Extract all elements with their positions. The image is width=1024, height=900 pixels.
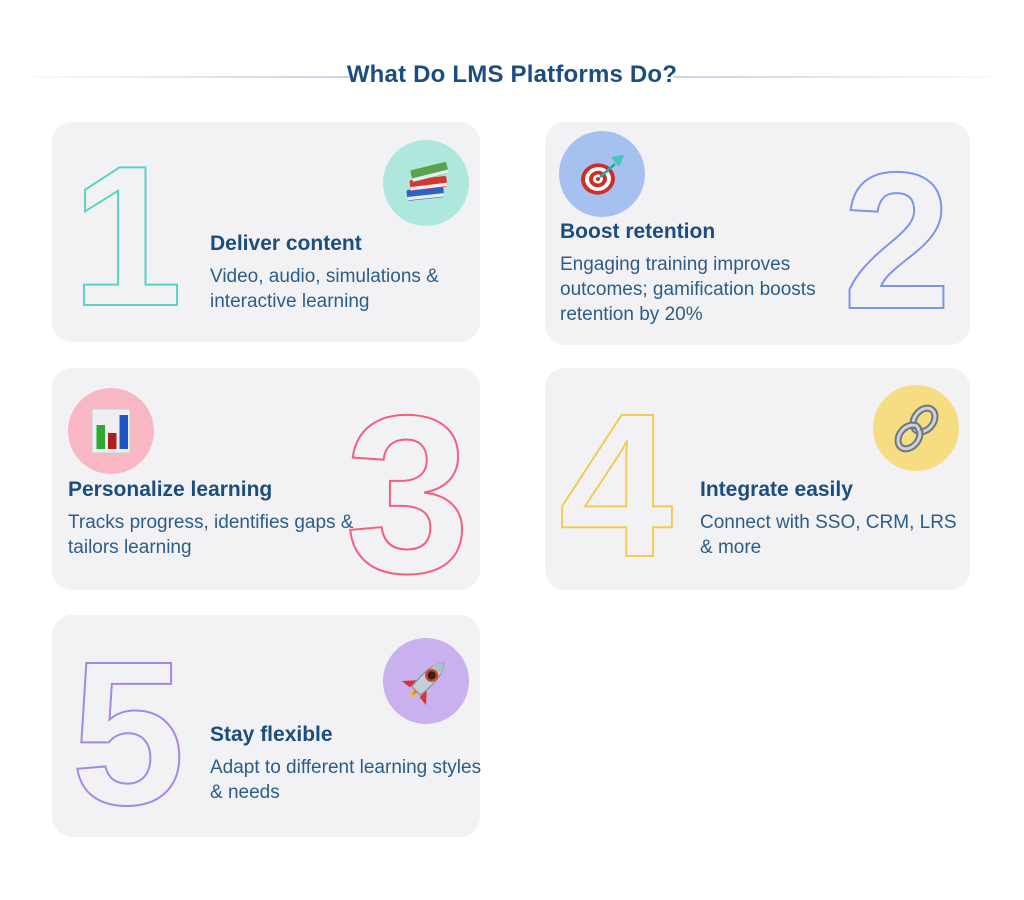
chain-link-icon	[873, 385, 959, 471]
rocket-icon	[383, 638, 469, 724]
card-description: Video, audio, simulations & interactive …	[210, 266, 439, 313]
card-number: 2	[842, 132, 952, 350]
page-title: What Do LMS Platforms Do?	[346, 61, 678, 88]
card-number: 1	[70, 125, 183, 348]
card-text-block: Deliver content Video, audio, simulation…	[210, 232, 480, 314]
target-icon	[559, 131, 645, 217]
card-title: Integrate easily	[700, 478, 853, 501]
bar-chart-icon	[68, 388, 154, 474]
card-deliver-content: 1 Deliver content Video, audio, simulati…	[52, 122, 480, 342]
card-personalize-learning: Personalize learning Tracks progress, id…	[52, 368, 480, 608]
title-rule-right	[674, 76, 994, 78]
card-description: Connect with SSO, CRM, LRS & more	[700, 512, 957, 559]
card-text-block: Stay flexible Adapt to different learnin…	[210, 723, 492, 805]
books-icon	[383, 140, 469, 226]
card-number: 5	[70, 619, 186, 848]
card-title: Boost retention	[560, 220, 716, 243]
card-description: Engaging training improves outcomes; gam…	[560, 254, 816, 326]
card-title: Deliver content	[210, 232, 362, 255]
title-rule-left	[30, 76, 350, 78]
card-description: Tracks progress, identifies gaps & tailo…	[68, 512, 354, 559]
card-number: 3	[344, 368, 471, 620]
card-text-block: Personalize learning Tracks progress, id…	[68, 478, 368, 560]
card-title: Personalize learning	[68, 478, 273, 501]
card-description: Adapt to different learning styles & nee…	[210, 757, 482, 804]
card-boost-retention: Boost retention Engaging training improv…	[545, 122, 970, 345]
card-title: Stay flexible	[210, 723, 333, 746]
card-number: 4	[558, 371, 674, 600]
card-text-block: Integrate easily Connect with SSO, CRM, …	[700, 478, 962, 560]
card-stay-flexible: 5 Stay flexible Adapt to different learn…	[52, 615, 481, 848]
card-integrate-easily: 4 Integrate easily Connect with SSO, CRM…	[545, 368, 970, 590]
card-text-block: Boost retention Engaging training improv…	[560, 220, 865, 327]
